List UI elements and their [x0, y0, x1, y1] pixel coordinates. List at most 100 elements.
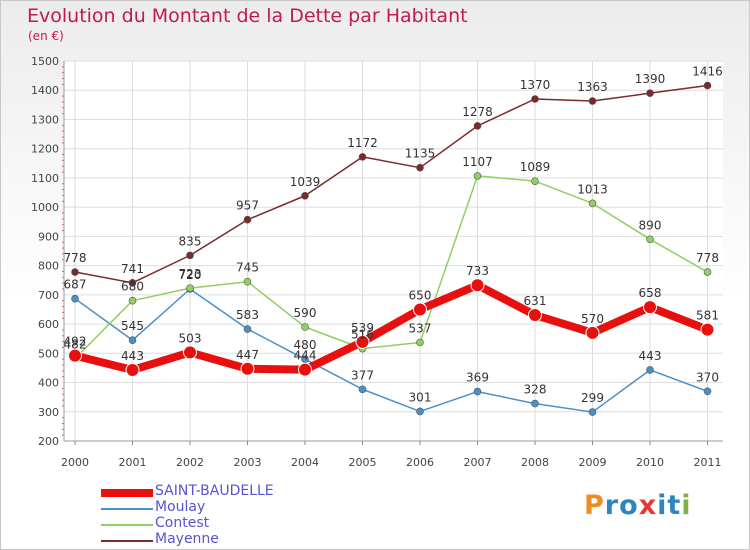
- data-point-saint-baudelle: [298, 362, 312, 377]
- legend-label: Contest: [155, 515, 210, 531]
- data-label-contest: 590: [294, 306, 317, 320]
- legend-label: Moulay: [155, 499, 206, 515]
- data-label-mayenne: 1039: [290, 175, 321, 189]
- plot-area: [64, 61, 723, 441]
- legend-swatch: [101, 508, 153, 510]
- data-label-saint-baudelle: 581: [696, 309, 719, 323]
- data-label-contest: 745: [236, 261, 259, 275]
- logo-letter: o: [619, 490, 639, 521]
- data-label-saint-baudelle: 733: [466, 264, 489, 278]
- data-point-moulay: [416, 407, 424, 416]
- y-tick-label: 900: [38, 230, 59, 243]
- x-tick-label: 2001: [119, 456, 147, 469]
- logo-letter: r: [604, 490, 620, 521]
- data-label-contest: 537: [409, 321, 432, 335]
- x-tick-label: 2002: [176, 456, 204, 469]
- data-label-saint-baudelle: 503: [179, 331, 202, 345]
- series-lines: [68, 81, 715, 416]
- data-point-saint-baudelle: [643, 300, 657, 315]
- x-tick-label: 2010: [636, 456, 664, 469]
- data-point-contest: [531, 177, 539, 185]
- logo-letter: x: [638, 490, 658, 521]
- data-point-saint-baudelle: [470, 278, 485, 293]
- data-point-saint-baudelle: [125, 362, 140, 377]
- data-labels: 687 545 720 583 480 377 301 369 328 299 443 370 482 6…: [64, 65, 723, 406]
- data-point-moulay: [531, 399, 539, 408]
- logo-letter: i: [657, 490, 668, 521]
- logo-letter: t: [667, 490, 682, 521]
- data-point-mayenne: [301, 191, 309, 200]
- data-point-contest: [646, 235, 654, 244]
- y-tick-label: 300: [38, 406, 59, 419]
- data-label-moulay: 301: [409, 390, 432, 404]
- data-point-moulay: [588, 408, 597, 416]
- y-tick-label: 1500: [31, 55, 59, 68]
- y-tick-label: 1300: [31, 113, 59, 126]
- y-tick-label: 1200: [31, 143, 59, 156]
- data-point-moulay: [703, 387, 712, 396]
- data-label-saint-baudelle: 650: [409, 288, 432, 302]
- data-point-moulay: [646, 366, 654, 374]
- data-label-mayenne: 1363: [577, 80, 608, 94]
- data-label-contest: 516: [351, 328, 374, 342]
- data-label-moulay: 369: [466, 371, 489, 385]
- data-label-saint-baudelle: 447: [236, 348, 259, 362]
- data-label-contest: 890: [639, 218, 662, 232]
- data-point-saint-baudelle: [413, 302, 427, 317]
- data-point-saint-baudelle: [240, 361, 255, 376]
- data-label-mayenne: 1390: [635, 72, 666, 86]
- data-point-contest: [703, 268, 712, 276]
- data-point-mayenne: [243, 215, 252, 224]
- data-point-saint-baudelle: [528, 308, 542, 323]
- data-label-saint-baudelle: 443: [121, 349, 144, 363]
- data-label-moulay: 377: [351, 368, 374, 382]
- x-tick-label: 2006: [406, 456, 434, 469]
- grid-lines: [64, 60, 723, 442]
- data-label-mayenne: 1135: [405, 147, 436, 161]
- data-point-moulay: [71, 294, 79, 303]
- y-tick-label: 500: [38, 347, 59, 360]
- y-tick-label: 200: [38, 435, 59, 448]
- data-label-saint-baudelle: 631: [524, 294, 547, 308]
- data-label-contest: 1107: [462, 155, 493, 169]
- logo-letter: i: [681, 490, 692, 521]
- data-point-contest: [301, 323, 309, 331]
- x-tick-label: 2005: [349, 456, 377, 469]
- data-label-moulay: 370: [696, 370, 719, 384]
- data-point-mayenne: [531, 95, 539, 103]
- legend-swatch: [101, 489, 153, 497]
- y-tick-label: 1000: [31, 201, 59, 214]
- chart-title: Evolution du Montant de la Dette par Hab…: [27, 5, 468, 27]
- series-line-mayenne: [74, 84, 709, 284]
- data-label-mayenne: 957: [236, 199, 259, 213]
- y-tick-label: 800: [38, 260, 59, 273]
- data-label-moulay: 545: [121, 319, 144, 333]
- data-point-contest: [243, 277, 252, 286]
- data-label-contest: 482: [64, 338, 87, 352]
- legend-swatch: [101, 540, 153, 542]
- data-label-mayenne: 1172: [347, 136, 378, 150]
- data-point-moulay: [128, 336, 137, 344]
- data-point-contest: [186, 284, 194, 292]
- proxiti-logo: Proxiti: [584, 490, 692, 521]
- y-tick-label: 600: [38, 318, 59, 331]
- data-label-contest: 1089: [520, 160, 551, 174]
- series-line-saint-baudelle: [71, 281, 712, 374]
- y-tick-label: 700: [38, 289, 59, 302]
- legend-swatch: [101, 524, 153, 526]
- data-label-saint-baudelle: 570: [581, 312, 604, 326]
- data-label-moulay: 299: [581, 391, 604, 405]
- y-tick-label: 400: [38, 377, 59, 390]
- data-label-mayenne: 1416: [692, 65, 723, 79]
- data-point-saint-baudelle: [700, 322, 715, 337]
- data-label-contest: 723: [179, 267, 202, 281]
- data-label-mayenne: 1370: [520, 78, 551, 92]
- data-label-saint-baudelle: 658: [639, 286, 662, 300]
- legend-label: SAINT-BAUDELLE: [155, 483, 274, 499]
- data-point-contest: [588, 199, 597, 208]
- data-point-contest: [128, 296, 137, 305]
- data-label-mayenne: 1278: [462, 105, 493, 119]
- data-label-moulay: 443: [639, 349, 662, 363]
- data-label-saint-baudelle: 492: [64, 335, 87, 349]
